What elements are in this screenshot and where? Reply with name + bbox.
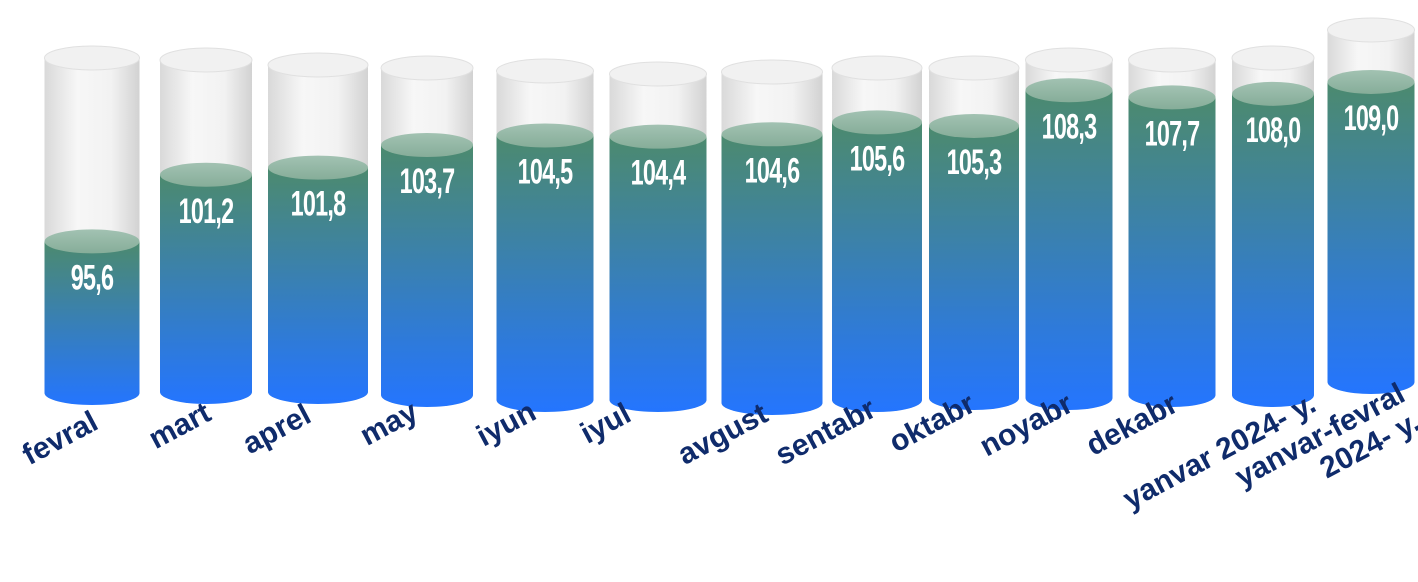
bar [721, 122, 823, 416]
value-label: 101,8 [291, 185, 346, 224]
value-label: 107,7 [1145, 115, 1200, 154]
bar [1128, 85, 1216, 407]
category-label: aprel [237, 398, 316, 461]
bar [1232, 81, 1314, 407]
bar [496, 123, 594, 413]
value-label: 108,0 [1246, 111, 1301, 150]
value-label: 104,4 [631, 154, 687, 193]
bar [381, 133, 473, 407]
bar [268, 155, 368, 404]
value-label: 105,3 [947, 143, 1002, 182]
value-label: 95,6 [71, 259, 114, 298]
bar [160, 162, 252, 404]
bar [929, 113, 1019, 410]
value-label: 104,6 [745, 152, 800, 191]
bars [44, 69, 1415, 416]
value-label: 108,3 [1042, 108, 1097, 147]
category-label: fevral [17, 405, 103, 472]
bar [1025, 78, 1113, 411]
value-label: 103,7 [400, 162, 455, 201]
value-label: 101,2 [179, 192, 234, 231]
bar [1327, 69, 1415, 395]
bar [44, 229, 140, 405]
value-label: 105,6 [850, 140, 905, 179]
bar [609, 124, 707, 413]
category-label: mart [143, 396, 216, 456]
bar [832, 110, 922, 413]
value-label: 109,0 [1344, 99, 1399, 138]
value-label: 104,5 [518, 153, 573, 192]
value-labels: 95,6 101,2 101,8 103,7 104,5 104,4 104,6 105,6 1… [71, 99, 1400, 298]
